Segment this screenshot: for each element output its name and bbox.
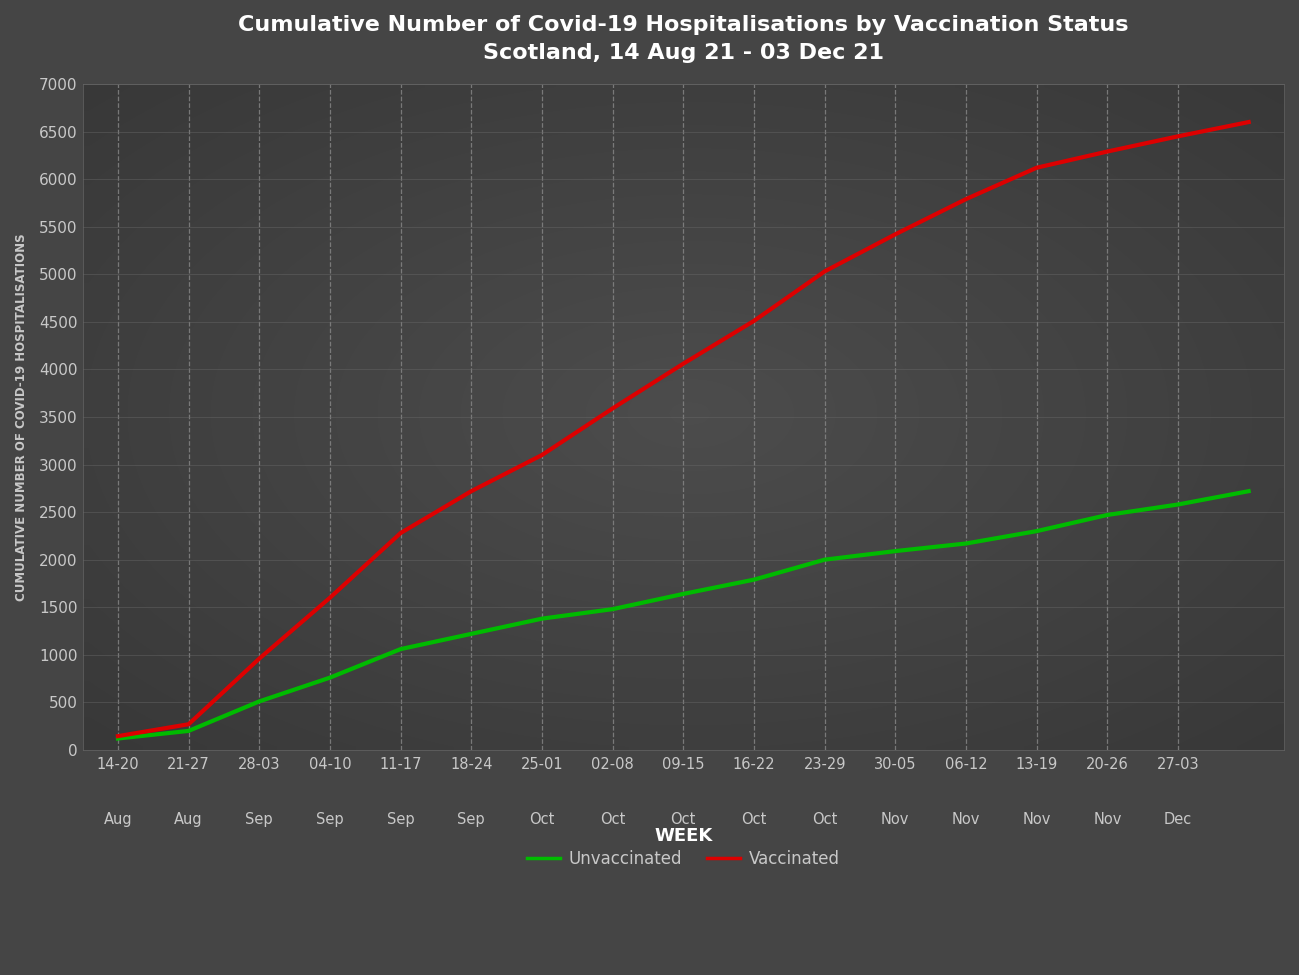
Vaccinated [1099,145,1115,157]
Text: Oct: Oct [812,812,838,827]
Text: Oct: Oct [600,812,625,827]
Unvaccinated [1029,526,1044,537]
Vaccinated [1170,131,1186,142]
Unvaccinated [959,537,974,549]
Unvaccinated [887,545,903,557]
Unvaccinated [110,732,126,744]
Unvaccinated [464,628,479,640]
Text: Oct: Oct [670,812,696,827]
Text: Aug: Aug [174,812,203,827]
Vaccinated [181,719,196,730]
Text: Nov: Nov [881,812,909,827]
Vaccinated [252,652,268,664]
Legend: Unvaccinated, Vaccinated: Unvaccinated, Vaccinated [520,843,847,875]
Unvaccinated [1241,486,1256,497]
Vaccinated [1241,116,1256,128]
Text: Oct: Oct [742,812,766,827]
Unvaccinated [605,604,621,615]
Title: Cumulative Number of Covid-19 Hospitalisations by Vaccination Status
Scotland, 1: Cumulative Number of Covid-19 Hospitalis… [238,15,1129,63]
Unvaccinated [817,554,833,566]
Unvaccinated [181,725,196,737]
Text: Sep: Sep [316,812,344,827]
Unvaccinated [746,574,761,586]
Vaccinated [534,449,549,461]
Y-axis label: CUMULATIVE NUMBER OF COVID-19 HOSPITALISATIONS: CUMULATIVE NUMBER OF COVID-19 HOSPITALIS… [16,233,29,601]
Text: Sep: Sep [457,812,485,827]
Line: Unvaccinated: Unvaccinated [118,491,1248,738]
Text: Nov: Nov [952,812,981,827]
Text: Sep: Sep [246,812,273,827]
Unvaccinated [1170,498,1186,510]
Vaccinated [887,228,903,240]
Vaccinated [110,730,126,742]
Vaccinated [322,592,338,604]
Unvaccinated [675,588,691,600]
Vaccinated [1029,162,1044,174]
Unvaccinated [534,613,549,625]
X-axis label: WEEK: WEEK [655,828,712,845]
Text: Oct: Oct [529,812,555,827]
Unvaccinated [322,672,338,683]
Vaccinated [959,193,974,205]
Text: Sep: Sep [387,812,414,827]
Vaccinated [817,265,833,277]
Text: Aug: Aug [104,812,132,827]
Text: Nov: Nov [1094,812,1121,827]
Vaccinated [605,403,621,414]
Unvaccinated [1099,509,1115,521]
Line: Vaccinated: Vaccinated [118,122,1248,736]
Unvaccinated [392,644,408,655]
Vaccinated [392,527,408,539]
Text: Dec: Dec [1164,812,1192,827]
Vaccinated [746,315,761,327]
Vaccinated [675,358,691,370]
Vaccinated [464,486,479,497]
Unvaccinated [252,695,268,707]
Text: Nov: Nov [1022,812,1051,827]
